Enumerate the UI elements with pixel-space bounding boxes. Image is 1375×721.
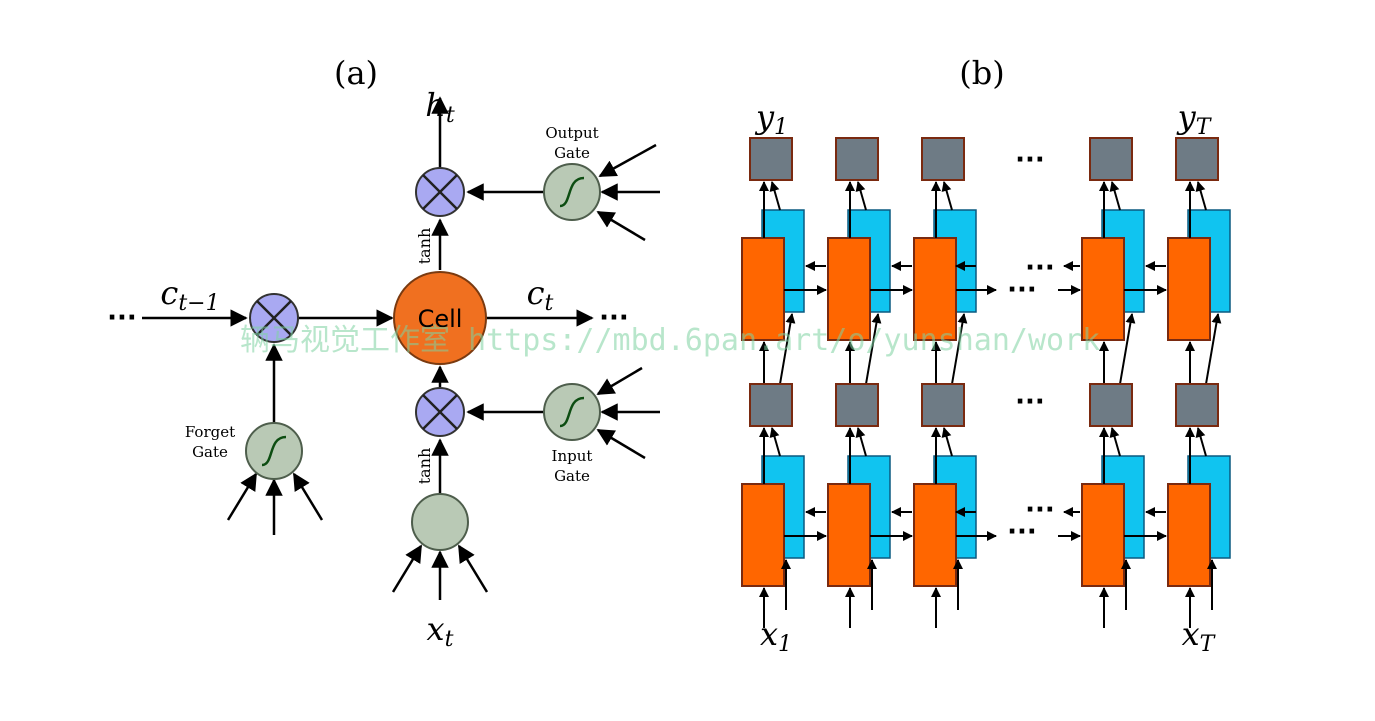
input-gate-label-line1: Input	[552, 447, 593, 465]
output-block	[921, 137, 965, 181]
ellipsis-top-outputs: ···	[1015, 145, 1045, 175]
ellipsis-top-forward: ···	[1007, 275, 1037, 305]
input-multiply-node	[415, 387, 465, 437]
panel-b: (b) y1 yT x1 xT ··· ··· ··· ··· ··· ···	[741, 54, 1231, 657]
forward-lstm-block	[741, 237, 785, 341]
arrow-input-node-input-3	[457, 544, 489, 593]
ellipsis-left: ···	[107, 303, 137, 333]
sigmoid-icon	[559, 176, 585, 208]
watermark-text: 辆马视觉工作室 https://mbd.6pan.art/o/yunshan/w…	[240, 323, 1100, 358]
x1-label: x1	[760, 615, 792, 657]
arrow-backward-to-output	[1195, 427, 1207, 457]
forget-gate-label-line1: Forget	[185, 423, 235, 441]
ellipsis-bottom-forward: ···	[1007, 517, 1037, 547]
forward-lstm-block	[913, 237, 957, 341]
arrow-backward-to-output	[1109, 427, 1121, 457]
arrow-backward-to-output	[855, 427, 867, 457]
ellipsis-bottom-backward: ···	[1025, 495, 1055, 525]
output-block	[1175, 137, 1219, 181]
output-block	[749, 383, 793, 427]
arrow-input-gate-input-1	[596, 366, 643, 396]
ct-prev-label: ct−1	[160, 274, 219, 316]
arrow-forget-gate-input-3	[292, 472, 324, 521]
output-block	[1089, 137, 1133, 181]
forward-lstm-block	[1081, 483, 1125, 587]
forget-gate-node	[245, 422, 303, 480]
input-gate-label-line2: Gate	[554, 467, 590, 485]
arrow-backward-to-output	[1109, 181, 1121, 211]
panel-b-label: (b)	[959, 54, 1004, 92]
arrow-output-gate-input-3	[596, 210, 646, 242]
arrow-backward-to-output	[941, 427, 953, 457]
cell-label: Cell	[418, 305, 463, 333]
ht-label: ht	[425, 86, 455, 128]
output-multiply-node	[415, 167, 465, 217]
arrow-input-to-backward	[1119, 313, 1136, 385]
arrow-output-gate-input-1	[598, 143, 657, 178]
ct-label: ct	[527, 274, 554, 316]
forward-lstm-block	[1167, 237, 1211, 341]
output-gate-node	[543, 163, 601, 221]
arrow-backward-to-output	[941, 181, 953, 211]
panel-a-arrows	[142, 96, 660, 600]
output-block	[921, 383, 965, 427]
arrow-input-to-backward	[779, 313, 796, 385]
yT-label: yT	[1176, 98, 1213, 140]
sigmoid-icon	[559, 396, 585, 428]
sigmoid-icon	[261, 435, 287, 467]
forward-lstm-block	[741, 483, 785, 587]
bilstm-grid	[741, 137, 1231, 628]
xt-label: xt	[427, 610, 454, 652]
arrow-backward-to-output	[769, 181, 781, 211]
arrow-backward-to-output	[855, 181, 867, 211]
output-block	[835, 137, 879, 181]
output-gate-label-line1: Output	[545, 124, 598, 142]
cell-node	[393, 271, 487, 365]
tanh-label-output: tanh	[415, 228, 434, 265]
forward-lstm-block	[827, 237, 871, 341]
forward-lstm-block	[913, 483, 957, 587]
output-gate-label-line2: Gate	[554, 144, 590, 162]
xT-label: xT	[1182, 615, 1217, 657]
panel-a-label: (a)	[334, 54, 378, 92]
arrow-forget-gate-input-1	[226, 472, 258, 521]
y1-label: y1	[754, 98, 788, 140]
input-node	[411, 493, 469, 551]
output-block	[1175, 383, 1219, 427]
forward-lstm-block	[1167, 483, 1211, 587]
input-gate-node	[543, 383, 601, 441]
ellipsis-top-backward: ···	[1025, 253, 1055, 283]
output-block	[749, 137, 793, 181]
arrow-input-node-input-1	[391, 544, 423, 593]
ellipsis-right: ···	[599, 303, 629, 333]
forget-multiply-node	[249, 293, 299, 343]
output-block	[1089, 383, 1133, 427]
arrow-backward-to-output	[1195, 181, 1207, 211]
tanh-label-input: tanh	[415, 448, 434, 485]
arrow-backward-to-output	[769, 427, 781, 457]
forget-gate-label-line2: Gate	[192, 443, 228, 461]
panel-a: (a)	[107, 54, 660, 652]
arrow-input-to-backward	[865, 313, 882, 385]
arrow-input-gate-input-3	[596, 428, 646, 460]
arrow-input-to-backward	[1205, 313, 1222, 385]
ellipsis-mid-outputs: ···	[1015, 387, 1045, 417]
arrow-input-to-backward	[951, 313, 968, 385]
output-block	[835, 383, 879, 427]
forward-lstm-block	[827, 483, 871, 587]
